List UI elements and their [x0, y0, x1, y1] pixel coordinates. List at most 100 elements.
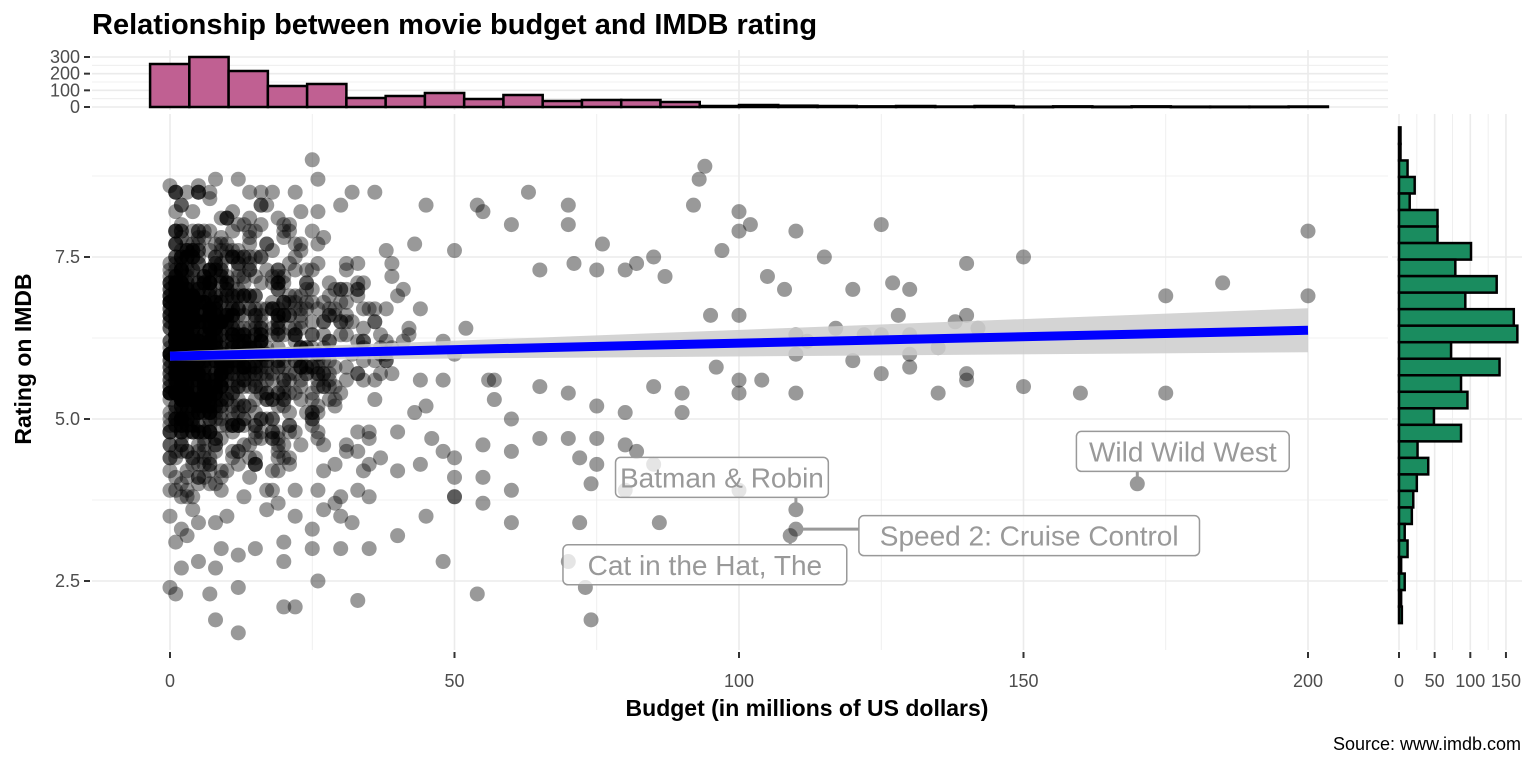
scatter-point	[259, 301, 275, 317]
right-histogram-bar	[1397, 258, 1457, 278]
scatter-point	[168, 586, 184, 602]
scatter-point	[219, 210, 235, 226]
scatter-point	[173, 288, 189, 304]
scatter-point	[242, 288, 258, 304]
scatter-point	[190, 178, 206, 194]
scatter-point	[344, 314, 360, 330]
scatter-point	[213, 314, 229, 330]
scatter-point	[253, 301, 269, 317]
scatter-point	[270, 262, 286, 278]
scatter-point	[185, 333, 201, 349]
scatter-point	[162, 275, 178, 291]
scatter-point	[355, 301, 371, 317]
scatter-point	[560, 430, 576, 446]
scatter-point	[168, 301, 184, 317]
scatter-point	[219, 359, 235, 375]
scatter-point	[173, 275, 189, 291]
scatter-point	[321, 333, 337, 349]
scatter-point	[845, 353, 861, 369]
scatter-point	[310, 204, 326, 220]
scatter-point	[168, 288, 184, 304]
scatter-point	[196, 230, 212, 246]
right-x-tick-label: 50	[1425, 671, 1445, 691]
scatter-point	[173, 372, 189, 388]
scatter-point	[225, 424, 241, 440]
scatter-point	[185, 392, 201, 408]
scatter-point	[173, 262, 189, 278]
scatter-point	[230, 398, 246, 414]
scatter-point	[355, 463, 371, 479]
scatter-point	[236, 288, 252, 304]
scatter-point	[259, 392, 275, 408]
scatter-point	[196, 223, 212, 239]
scatter-point	[264, 424, 280, 440]
scatter-point	[276, 450, 292, 466]
scatter-point	[247, 456, 263, 472]
scatter-point	[173, 333, 189, 349]
scatter-point	[247, 456, 263, 472]
scatter-point	[185, 502, 201, 518]
right-histogram-bar	[1397, 390, 1469, 410]
scatter-point	[173, 372, 189, 388]
scatter-point	[270, 275, 286, 291]
top-y-tick-label: 300	[50, 47, 80, 67]
scatter-point	[959, 366, 975, 382]
scatter-point	[276, 230, 292, 246]
scatter-point	[173, 333, 189, 349]
scatter-point	[310, 379, 326, 395]
scatter-point	[281, 424, 297, 440]
scatter-point	[247, 359, 263, 375]
scatter-point	[179, 320, 195, 336]
scatter-point	[202, 424, 218, 440]
scatter-point	[270, 450, 286, 466]
scatter-point	[287, 366, 303, 382]
scatter-point	[202, 320, 218, 336]
scatter-point	[185, 327, 201, 343]
scatter-point	[350, 281, 366, 297]
scatter-point	[657, 268, 673, 284]
scatter-point	[264, 301, 280, 317]
scatter-point	[185, 314, 201, 330]
scatter-point	[179, 320, 195, 336]
scatter-point	[213, 314, 229, 330]
right-x-tick-label: 0	[1394, 671, 1404, 691]
scatter-point	[179, 327, 195, 343]
scatter-point	[338, 443, 354, 459]
top-histogram-bar	[1287, 105, 1330, 109]
scatter-point	[202, 275, 218, 291]
scatter-point	[162, 333, 178, 349]
scatter-point	[270, 307, 286, 323]
scatter-point	[179, 320, 195, 336]
scatter-point	[321, 275, 337, 291]
top-histogram-bar	[1169, 105, 1212, 109]
scatter-point	[259, 236, 275, 252]
right-histogram-bar	[1397, 291, 1467, 311]
scatter-point	[185, 249, 201, 265]
scatter-point	[168, 327, 184, 343]
scatter-point	[316, 366, 332, 382]
scatter-point	[190, 405, 206, 421]
annotation-label: Batman & Robin	[620, 462, 824, 493]
scatter-point	[264, 430, 280, 446]
scatter-point	[162, 301, 178, 317]
scatter-point	[225, 301, 241, 317]
scatter-point	[202, 417, 218, 433]
scatter-point	[333, 314, 349, 330]
scatter-point	[230, 359, 246, 375]
scatter-point	[190, 366, 206, 382]
scatter-point	[731, 223, 747, 239]
scatter-point	[173, 307, 189, 323]
scatter-point	[173, 392, 189, 408]
scatter-point	[629, 443, 645, 459]
scatter-point	[162, 392, 178, 408]
scatter-point	[179, 372, 195, 388]
scatter-point	[185, 288, 201, 304]
scatter-point	[253, 197, 269, 213]
scatter-point	[788, 385, 804, 401]
scatter-point	[190, 243, 206, 259]
scatter-point	[242, 333, 258, 349]
scatter-point	[247, 366, 263, 382]
scatter-point	[162, 294, 178, 310]
scatter-point	[264, 301, 280, 317]
scatter-point	[816, 249, 832, 265]
